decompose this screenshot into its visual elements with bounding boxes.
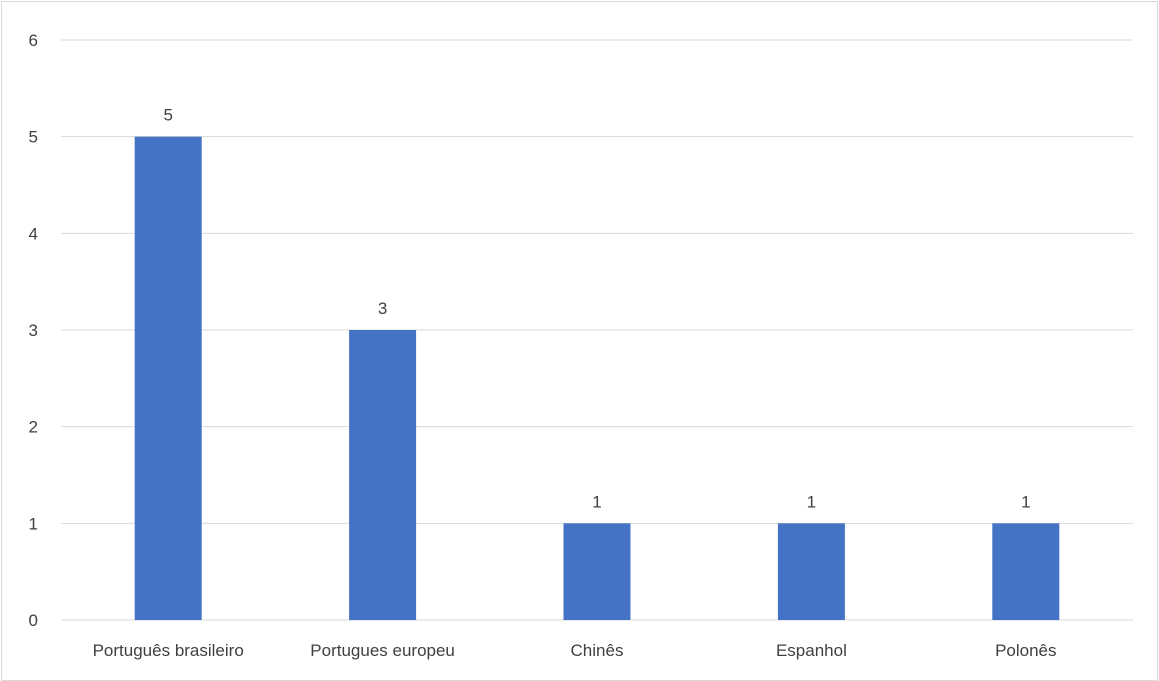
- gridlines: [61, 39, 1133, 621]
- x-axis-ticks: Português brasileiro Portugues europeu Chi…: [93, 641, 1057, 660]
- x-tick-label: Portugues europeu: [310, 641, 455, 660]
- data-labels: 5 3 1 1 1: [163, 106, 1030, 512]
- y-tick-label: 5: [29, 128, 38, 147]
- data-label: 1: [592, 492, 601, 511]
- y-tick-label: 6: [29, 31, 38, 50]
- y-tick-label: 2: [29, 418, 38, 437]
- data-label: 1: [1021, 492, 1030, 511]
- data-label: 3: [378, 299, 387, 318]
- y-axis-ticks: 0 1 2 3 4 5 6: [29, 31, 38, 630]
- y-tick-label: 4: [29, 224, 38, 243]
- y-tick-label: 3: [29, 321, 38, 340]
- bar: [992, 523, 1060, 620]
- data-label: 5: [163, 106, 172, 125]
- bars: [134, 136, 1060, 620]
- y-tick-label: 1: [29, 514, 38, 533]
- bar: [777, 523, 845, 620]
- x-tick-label: Polonês: [995, 641, 1056, 660]
- y-tick-label: 0: [29, 611, 38, 630]
- x-tick-label: Chinês: [571, 641, 624, 660]
- bar: [349, 330, 417, 620]
- x-tick-label: Espanhol: [776, 641, 847, 660]
- data-label: 1: [807, 492, 816, 511]
- bar: [563, 523, 631, 620]
- x-tick-label: Português brasileiro: [93, 641, 244, 660]
- bar: [134, 136, 202, 620]
